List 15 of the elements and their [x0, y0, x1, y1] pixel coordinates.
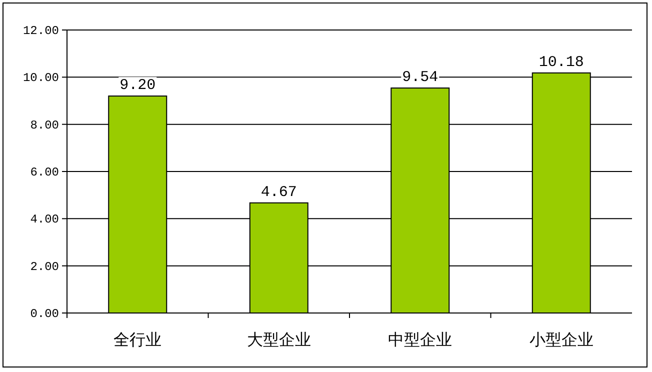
y-tick-label: 8.00: [30, 118, 59, 132]
y-tick-label: 6.00: [30, 166, 59, 180]
data-label: 9.54: [402, 69, 438, 86]
x-tick-label: 大型企业: [246, 330, 311, 349]
y-tick-label: 2.00: [30, 260, 59, 274]
y-tick-label: 10.00: [22, 71, 59, 86]
y-tick-label: 4.00: [30, 212, 59, 227]
data-label: 9.20: [120, 77, 156, 94]
data-label: 4.67: [260, 184, 297, 201]
x-tick-label: 全行业: [114, 330, 162, 349]
y-tick-label: 0.00: [30, 307, 59, 321]
x-tick-label: 小型企业: [529, 330, 594, 349]
data-label: 10.18: [538, 54, 584, 71]
y-tick-label: 12.00: [22, 24, 59, 38]
x-tick-label: 中型企业: [388, 330, 452, 349]
